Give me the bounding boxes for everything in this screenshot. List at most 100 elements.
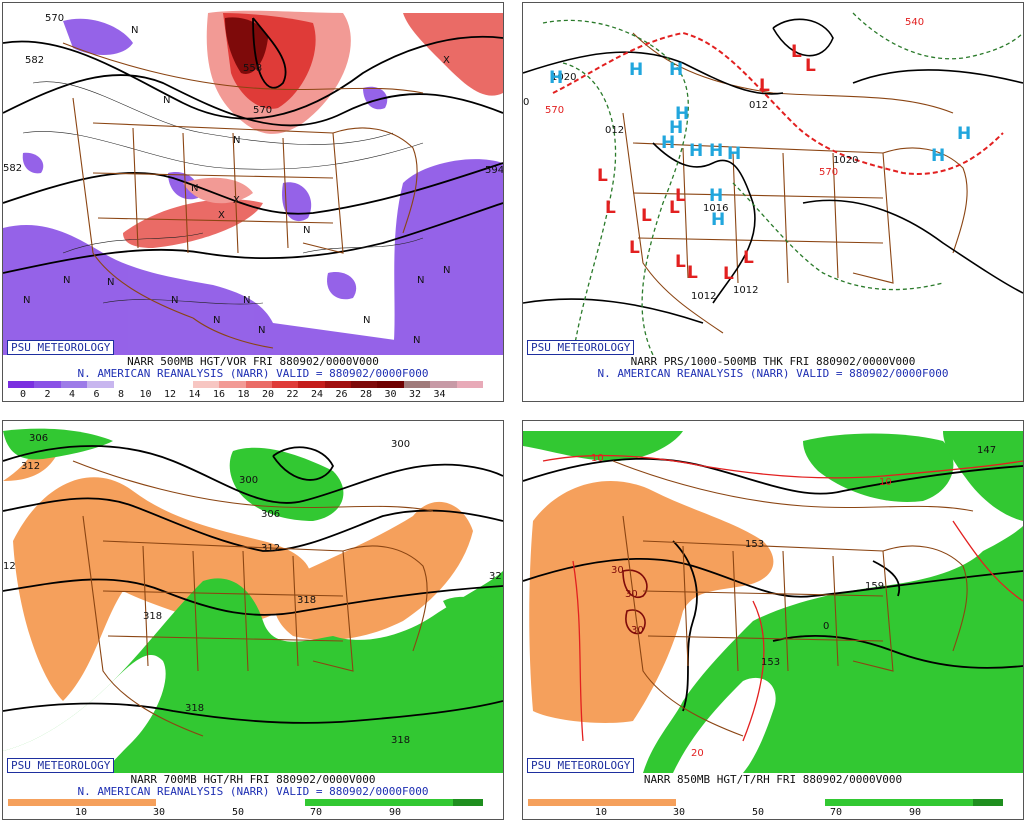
svg-text:312: 312 xyxy=(21,461,40,472)
panel-subtitle: N. AMERICAN REANALYSIS (NARR) VALID = 88… xyxy=(597,367,949,380)
colorbar-tick: 20 xyxy=(261,389,275,400)
svg-text:L: L xyxy=(597,166,608,186)
height-contours xyxy=(523,457,1023,712)
svg-text:1020: 1020 xyxy=(551,72,576,83)
svg-text:N: N xyxy=(417,275,424,286)
colorbar-swatch xyxy=(304,799,335,806)
height-contours xyxy=(3,17,503,274)
svg-text:20: 20 xyxy=(691,748,704,759)
colorbar-swatch xyxy=(113,381,140,388)
svg-text:582: 582 xyxy=(25,55,44,66)
colorbar-tick: 2 xyxy=(44,389,51,400)
colorbar-swatch xyxy=(271,381,299,388)
svg-text:318: 318 xyxy=(143,611,162,622)
svg-text:1020: 1020 xyxy=(833,155,858,166)
colorbar-tick: 28 xyxy=(359,389,373,400)
colorbar-tick: 90 xyxy=(908,807,922,818)
negative-vorticity-areas xyxy=(3,18,503,355)
svg-text:N: N xyxy=(213,315,220,326)
colorbar-swatch xyxy=(973,799,1003,806)
svg-text:300: 300 xyxy=(391,439,410,450)
colorbar-swatch xyxy=(97,799,127,806)
colorbar-swatch xyxy=(60,381,88,388)
panel-700mb-rh: 306 300 312 300 306 312 318 318 318 318 12 32 PSU… xyxy=(2,420,504,820)
svg-text:N: N xyxy=(163,95,170,106)
colorbar-tick: 10 xyxy=(139,389,152,400)
colorbar-tick: 18 xyxy=(237,389,250,400)
colorbar-swatch xyxy=(706,799,736,806)
thickness-570-line xyxy=(552,31,1004,175)
panel-title: NARR 700MB HGT/RH FRI 880902/0000V000 xyxy=(130,773,376,786)
svg-text:N: N xyxy=(443,265,450,276)
colorbar-swatch xyxy=(126,799,157,806)
colorbar-swatch xyxy=(215,799,246,806)
psu-logo: PSU METEOROLOGY xyxy=(527,340,635,355)
svg-text:H: H xyxy=(957,124,971,144)
colorbar-swatch xyxy=(430,381,457,388)
colorbar-swatch xyxy=(557,799,588,806)
svg-text:0: 0 xyxy=(823,621,829,632)
colorbar-tick: 34 xyxy=(433,389,446,400)
svg-text:L: L xyxy=(675,252,686,272)
temperature-contours xyxy=(542,454,1023,742)
colorbar-swatch xyxy=(377,381,404,388)
colorbar-swatch xyxy=(87,381,114,388)
colorbar-tick: 16 xyxy=(212,389,226,400)
svg-text:570: 570 xyxy=(545,105,564,116)
svg-text:558: 558 xyxy=(243,63,262,74)
political-boundaries xyxy=(612,460,974,737)
svg-text:H: H xyxy=(711,210,725,230)
svg-text:N: N xyxy=(191,183,198,194)
colorbar-swatch xyxy=(166,381,193,388)
svg-text:570: 570 xyxy=(253,105,272,116)
svg-text:0: 0 xyxy=(523,97,529,108)
svg-text:30: 30 xyxy=(631,625,644,636)
colorbar-tick: 70 xyxy=(829,807,843,818)
svg-text:318: 318 xyxy=(185,703,204,714)
colorbar-tick: 32 xyxy=(408,389,422,400)
svg-text:159: 159 xyxy=(865,581,884,592)
colorbar-tick: 50 xyxy=(231,807,245,818)
svg-text:012: 012 xyxy=(605,125,624,136)
colorbar-swatch xyxy=(364,799,394,806)
svg-text:10: 10 xyxy=(879,477,892,488)
svg-text:H: H xyxy=(689,141,703,161)
colorbar-swatch xyxy=(219,381,246,388)
svg-text:L: L xyxy=(723,264,734,284)
psu-logo: PSU METEOROLOGY xyxy=(7,758,115,773)
colorbar-tick: 30 xyxy=(384,389,397,400)
svg-text:H: H xyxy=(669,60,683,80)
svg-text:153: 153 xyxy=(761,657,780,668)
svg-text:H: H xyxy=(675,104,689,124)
colorbar-swatch xyxy=(403,381,431,388)
colorbar-swatch xyxy=(324,381,352,388)
political-boundaries xyxy=(72,460,434,737)
svg-text:L: L xyxy=(805,56,816,76)
svg-text:570: 570 xyxy=(45,13,64,24)
colorbar-swatch xyxy=(351,381,378,388)
svg-text:1012: 1012 xyxy=(691,291,716,302)
svg-text:153: 153 xyxy=(745,539,764,550)
political-boundaries xyxy=(622,32,968,334)
colorbar-tick: 14 xyxy=(188,389,201,400)
svg-text:H: H xyxy=(931,146,945,166)
svg-text:L: L xyxy=(669,198,680,218)
positive-vorticity-areas xyxy=(123,10,503,248)
colorbar-swatch xyxy=(186,799,216,806)
vorticity-contours xyxy=(22,81,424,305)
svg-text:N: N xyxy=(363,315,370,326)
svg-text:N: N xyxy=(107,277,114,288)
svg-text:12: 12 xyxy=(3,561,16,572)
svg-text:L: L xyxy=(743,248,754,268)
colorbar-swatch xyxy=(334,799,365,806)
isobar-labels: 1020 012 012 1020 1016 1012 1012 570 570 0 540 xyxy=(523,17,924,302)
colorbar xyxy=(8,799,483,806)
map-850mb: 153 159 153 147 10 10 20 30 30 30 0 xyxy=(523,421,1023,773)
svg-text:594: 594 xyxy=(485,165,503,176)
svg-text:147: 147 xyxy=(977,445,996,456)
svg-text:N: N xyxy=(303,225,310,236)
